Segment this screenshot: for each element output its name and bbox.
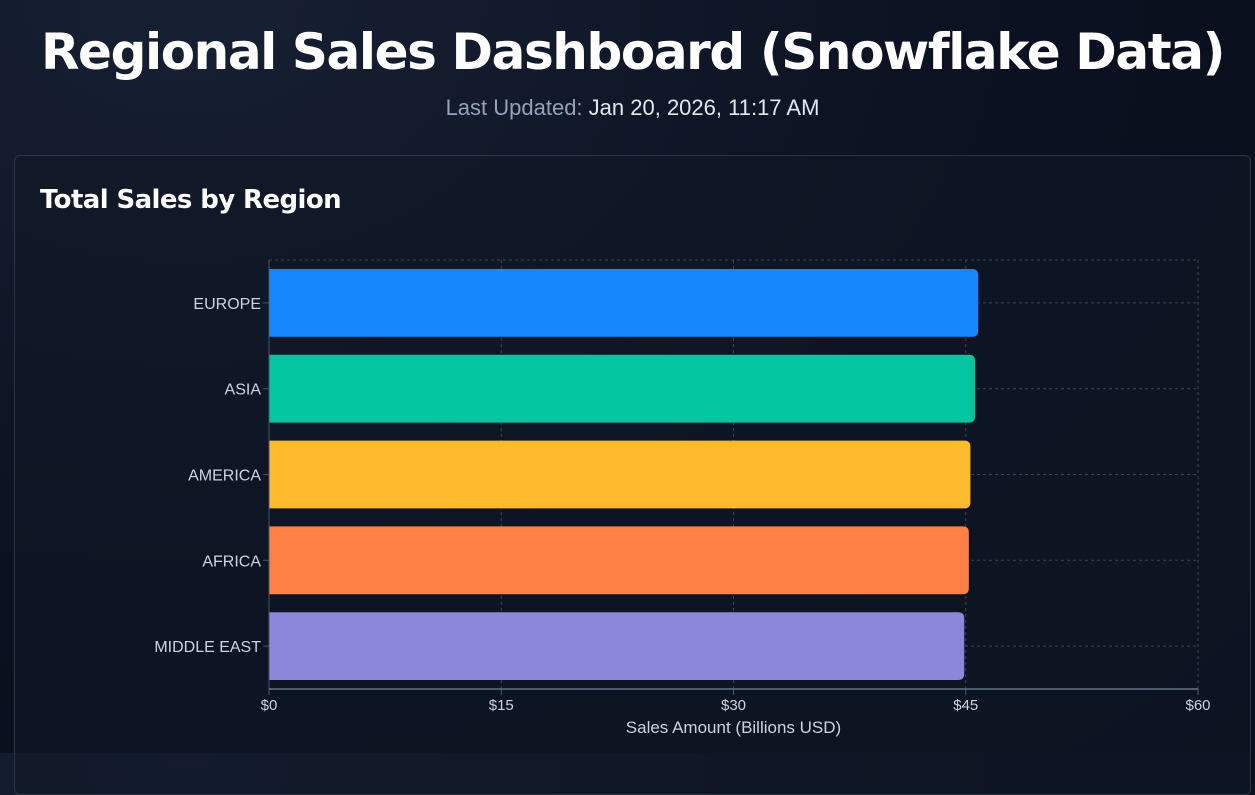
last-updated: Last Updated: Jan 20, 2026, 11:17 AM xyxy=(0,93,1255,123)
bar-europe xyxy=(269,269,979,337)
sales-chart-card: Total Sales by Region EUROPE ASIA AMERICA A… xyxy=(14,155,1251,795)
x-tick-label: $45 xyxy=(953,697,978,714)
x-tick-label: $15 xyxy=(489,697,514,714)
y-tick-label: ASIA xyxy=(225,382,262,399)
x-tick-label: $30 xyxy=(721,697,746,714)
chart-title: Total Sales by Region xyxy=(40,185,342,215)
last-updated-value: Jan 20, 2026, 11:17 AM xyxy=(588,95,820,120)
x-tick-label: $60 xyxy=(1185,697,1210,714)
sales-bar-chart: EUROPE ASIA AMERICA AFRICA MIDDLE EAST $0 $15 $… xyxy=(154,259,1211,737)
last-updated-label: Last Updated: xyxy=(445,95,583,120)
y-tick-label: MIDDLE EAST xyxy=(154,639,261,656)
page-title: Regional Sales Dashboard (Snowflake Data… xyxy=(40,23,1225,81)
y-tick-label: AMERICA xyxy=(188,468,261,485)
bar-america xyxy=(269,440,971,509)
bar-asia xyxy=(269,354,976,423)
x-tick-label: $0 xyxy=(261,697,278,714)
x-axis-label: Sales Amount (Billions USD) xyxy=(626,718,841,737)
bar-africa xyxy=(269,526,969,595)
bar-middle-east xyxy=(269,612,965,680)
y-tick-label: EUROPE xyxy=(193,296,261,313)
y-tick-label: AFRICA xyxy=(202,553,261,570)
